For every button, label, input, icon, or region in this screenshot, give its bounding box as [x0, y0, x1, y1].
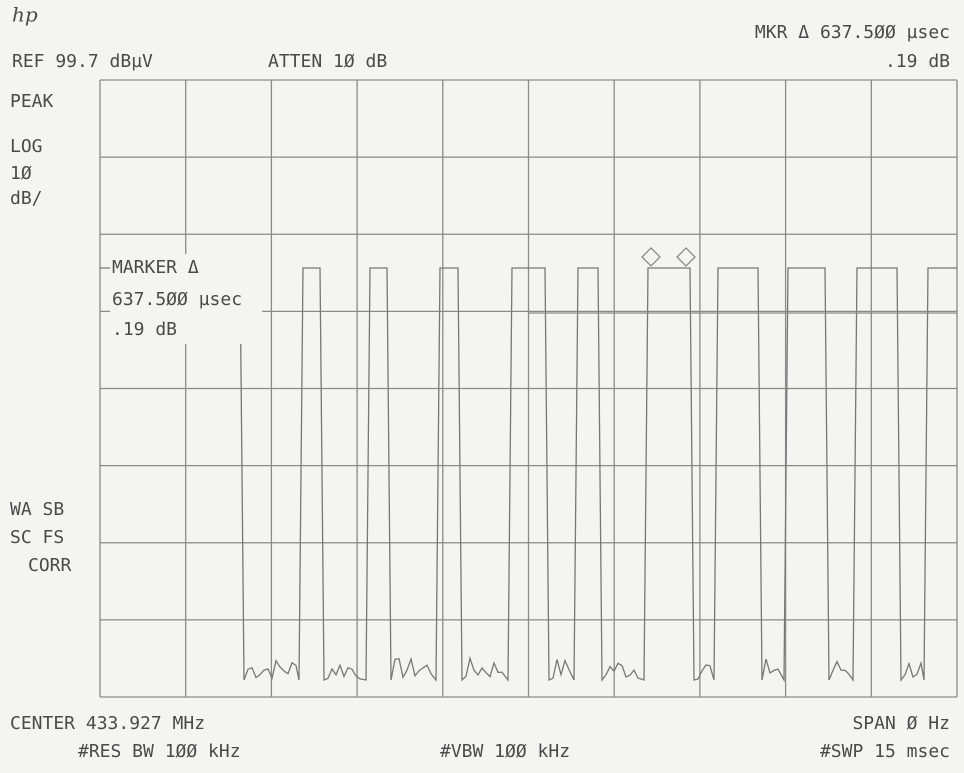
left-label: CORR	[28, 555, 72, 576]
marker-box-text: 637.5ØØ µsec	[112, 289, 242, 310]
marker-level: .19 dB	[885, 51, 950, 72]
marker-box-text: MARKER Δ	[112, 257, 199, 278]
left-label: PEAK	[10, 91, 54, 112]
left-label: 1Ø	[10, 163, 32, 184]
trace	[100, 267, 957, 683]
graticule	[99, 79, 958, 698]
marker-readout: MKR Δ 637.5ØØ µsec	[755, 22, 950, 43]
resolution-bandwidth: #RES BW 1ØØ kHz	[78, 741, 241, 762]
attenuation: ATTEN 1Ø dB	[268, 51, 387, 72]
marker-box-bg	[110, 254, 262, 344]
left-label: WA SB	[10, 499, 64, 520]
sweep-time: #SWP 15 msec	[820, 741, 950, 762]
left-label: SC FS	[10, 527, 64, 548]
span: SPAN Ø Hz	[852, 713, 950, 734]
left-label: dB/	[10, 188, 43, 209]
reference-level: REF 99.7 dBµV	[12, 51, 153, 72]
center-frequency: CENTER 433.927 MHz	[10, 713, 205, 734]
logo: hp	[12, 3, 38, 27]
marker-box-text: .19 dB	[112, 319, 177, 340]
left-label: LOG	[10, 136, 43, 157]
video-bandwidth: #VBW 1ØØ kHz	[440, 741, 570, 762]
marker-diamonds	[641, 247, 696, 267]
